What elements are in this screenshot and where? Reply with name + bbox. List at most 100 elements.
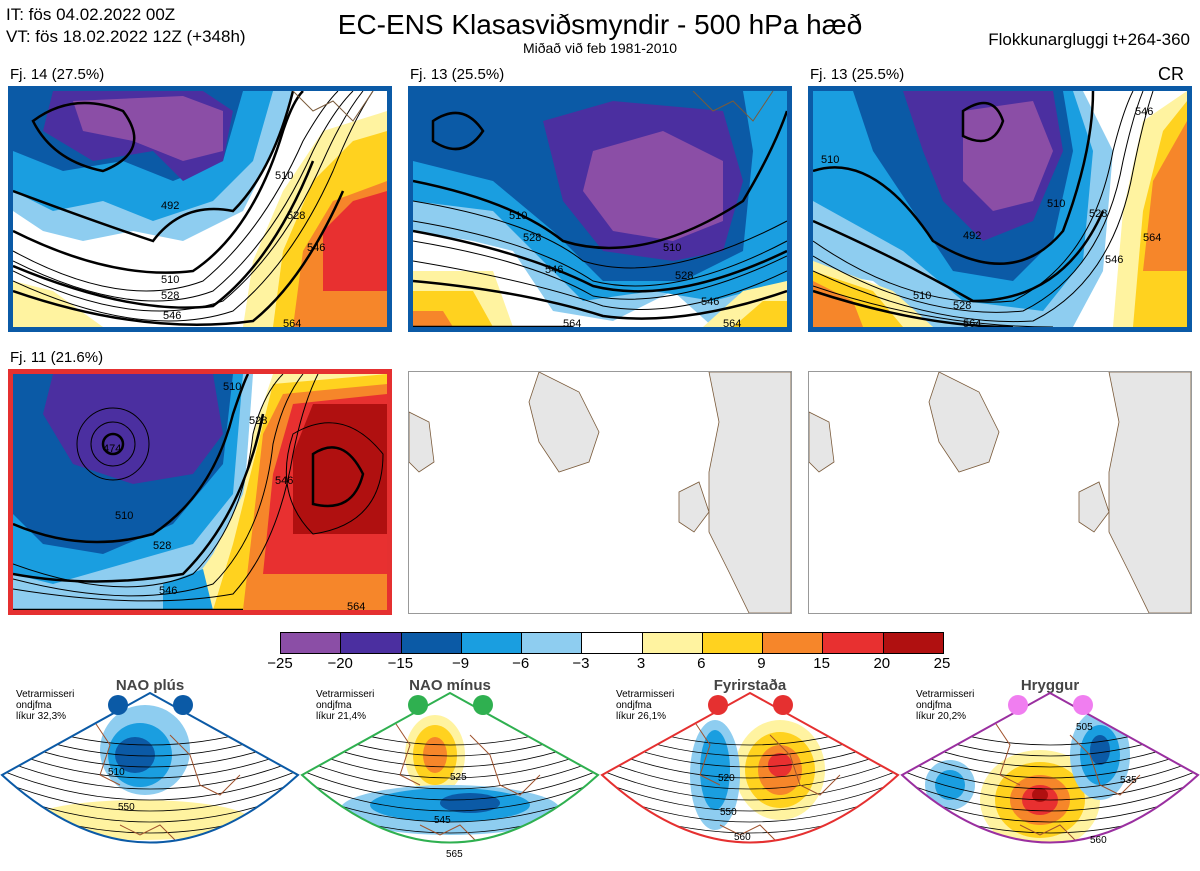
contour-label: 528 bbox=[675, 270, 693, 282]
contour-label: 564 bbox=[563, 318, 581, 327]
contour-label: 492 bbox=[963, 230, 981, 242]
contour-label: 510 bbox=[663, 242, 681, 254]
header-info: IT: fös 04.02.2022 00Z VT: fös 18.02.202… bbox=[6, 4, 246, 48]
regime-marker-dot bbox=[1073, 695, 1093, 715]
contour-label: 546 bbox=[275, 475, 293, 487]
contour-label: 510 bbox=[223, 381, 241, 393]
colorbar-tick-label: 20 bbox=[873, 655, 891, 672]
regime-contour-label: 510 bbox=[108, 767, 125, 778]
regime-contour-label: 505 bbox=[1076, 722, 1093, 733]
contour-label: 546 bbox=[545, 264, 563, 276]
contour-label: 546 bbox=[163, 310, 181, 322]
colorbar-tick-label: 3 bbox=[636, 655, 646, 672]
height-contour bbox=[302, 780, 598, 812]
anomaly-blob bbox=[1032, 788, 1048, 802]
contour-label: 564 bbox=[963, 318, 981, 327]
regime-info-line: líkur 21,4% bbox=[316, 711, 367, 722]
regime-marker-dot bbox=[1008, 695, 1028, 715]
regime-contour-label: 550 bbox=[720, 807, 737, 818]
colorbar-tick-label: −15 bbox=[387, 655, 414, 672]
regime-info-line: ondjfma bbox=[16, 700, 52, 711]
cluster-map-3: 510 546 492 510 528 510 528 546 564 564 bbox=[808, 86, 1192, 332]
height-contour bbox=[602, 780, 898, 812]
regime-panel: Vetrarmisseri ondjfma líkur 21,4% NAO mínus… bbox=[300, 675, 600, 871]
regime-info-line: líkur 26,1% bbox=[616, 711, 667, 722]
regime-panel: Vetrarmisseri ondjfma líkur 20,2% Hryggur 50… bbox=[900, 675, 1200, 871]
regime-info-line: Vetrarmisseri bbox=[616, 689, 675, 700]
colorbar-swatch bbox=[401, 633, 462, 653]
height-contour bbox=[302, 758, 598, 790]
colorbar-tick-label: −25 bbox=[267, 655, 293, 672]
regime-marker-dot bbox=[473, 695, 493, 715]
height-contour bbox=[302, 747, 598, 779]
regime-map: 505 535 560 bbox=[900, 691, 1200, 863]
colorbar-swatch bbox=[281, 633, 342, 653]
colorbar-tick-label: 15 bbox=[813, 655, 830, 672]
height-contour bbox=[2, 747, 298, 779]
height-contour bbox=[902, 758, 1198, 790]
contour-label: 510 bbox=[821, 154, 839, 166]
contour-label: 528 bbox=[523, 232, 541, 244]
anomaly-blob bbox=[1090, 735, 1110, 765]
regime-contour-label: 525 bbox=[450, 772, 467, 783]
anomaly-blob bbox=[423, 737, 447, 773]
regime-contour-label: 545 bbox=[434, 815, 451, 826]
regime-contour-label: 565 bbox=[446, 849, 463, 860]
height-contour bbox=[902, 780, 1198, 812]
regime-info: Vetrarmisseri ondjfma líkur 26,1% bbox=[616, 689, 674, 722]
contour-label: 528 bbox=[287, 210, 305, 222]
contour-label: 528 bbox=[161, 290, 179, 302]
regime-info-line: Vetrarmisseri bbox=[16, 689, 75, 700]
contour-label: 528 bbox=[153, 540, 171, 552]
height-contour bbox=[902, 747, 1198, 779]
colorbar-tick-label: 25 bbox=[933, 655, 951, 672]
regime-info: Vetrarmisseri ondjfma líkur 32,3% bbox=[16, 689, 74, 722]
contour-label: 492 bbox=[161, 200, 179, 212]
regime-info-line: ondjfma bbox=[316, 700, 352, 711]
coastline bbox=[989, 714, 1141, 841]
regime-info: Vetrarmisseri ondjfma líkur 21,4% bbox=[316, 689, 374, 722]
contour-label: 546 bbox=[307, 242, 325, 254]
anomaly-blob bbox=[1016, 851, 1044, 863]
classification-window: Flokkunargluggi t+264-360 bbox=[988, 30, 1190, 49]
cluster-map-1: 492 510 528 546 510 528 546 564 bbox=[8, 86, 392, 332]
initial-time: IT: fös 04.02.2022 00Z bbox=[6, 5, 176, 24]
regime-contour-label: 560 bbox=[1090, 835, 1107, 846]
height-contour bbox=[602, 769, 898, 801]
regime-contour-label: 535 bbox=[1120, 775, 1137, 786]
regime-panel: Vetrarmisseri ondjfma líkur 26,1% Fyrirstað… bbox=[600, 675, 900, 871]
panel-label-1: Fj. 14 (27.5%) bbox=[10, 66, 105, 83]
contour-label: 510 bbox=[115, 510, 133, 522]
coastline bbox=[89, 714, 241, 841]
regime-info-line: ondjfma bbox=[616, 700, 652, 711]
contour-label: 528 bbox=[953, 300, 971, 312]
regime-info-line: Vetrarmisseri bbox=[916, 689, 975, 700]
anomaly-colorbar bbox=[280, 632, 944, 654]
contour-label: 528 bbox=[249, 415, 267, 427]
cluster-map-4: 510 474 510 528 528 546 546 564 bbox=[8, 369, 392, 615]
contour-label: 546 bbox=[1105, 254, 1123, 266]
colorbar-tick-label: 6 bbox=[697, 655, 706, 672]
regime-border bbox=[900, 691, 1200, 844]
colorbar-swatch bbox=[341, 633, 402, 653]
empty-map-2 bbox=[808, 371, 1192, 614]
height-contour bbox=[2, 758, 298, 790]
anomaly-blob bbox=[935, 770, 965, 800]
page-title: EC-ENS Klasasviðsmyndir - 500 hPa hæð bbox=[337, 9, 863, 40]
colorbar-swatch bbox=[763, 633, 824, 653]
regime-info-line: líkur 20,2% bbox=[916, 711, 967, 722]
anomaly-blob bbox=[440, 793, 500, 813]
colorbar-swatch bbox=[522, 633, 583, 653]
colorbar-tick-label: −6 bbox=[512, 655, 530, 672]
contour-label: 564 bbox=[723, 318, 741, 327]
height-contour bbox=[602, 747, 898, 779]
regime-contour-label: 550 bbox=[118, 802, 135, 813]
page-subtitle: Miðað við feb 1981-2010 bbox=[522, 40, 678, 56]
regime-marker-dot bbox=[173, 695, 193, 715]
anomaly-blob bbox=[768, 753, 792, 777]
regime-info: Vetrarmisseri ondjfma líkur 20,2% bbox=[916, 689, 974, 722]
regime-border bbox=[300, 691, 600, 844]
regime-marker-dot bbox=[108, 695, 128, 715]
colorbar-swatch bbox=[642, 633, 703, 653]
regime-info-line: Vetrarmisseri bbox=[316, 689, 375, 700]
